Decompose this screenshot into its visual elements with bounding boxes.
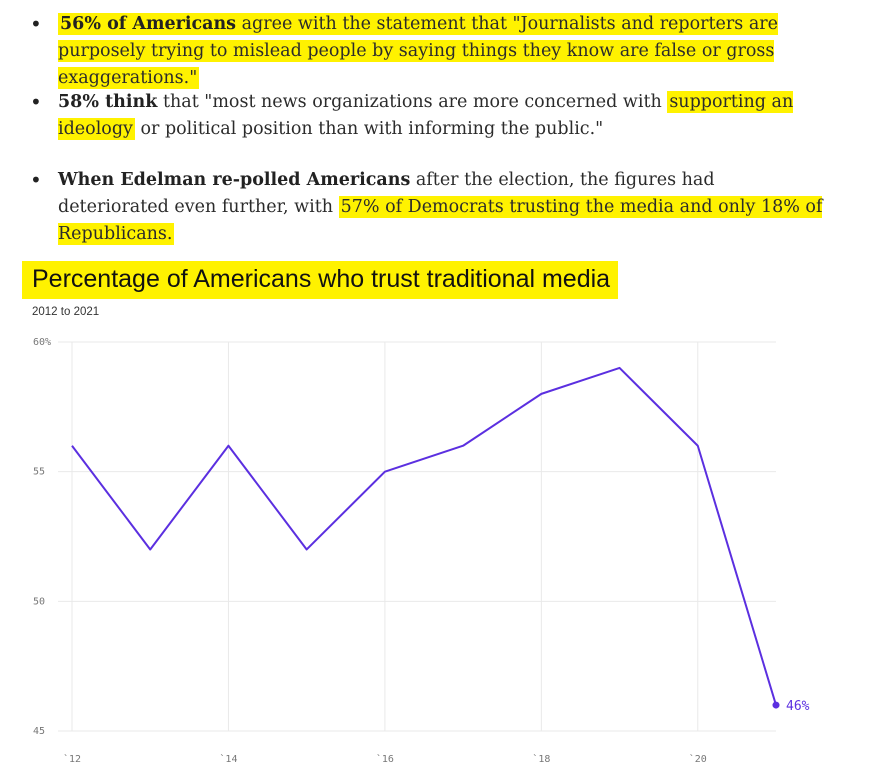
bullet-bold: When Edelman re-polled Americans bbox=[58, 170, 411, 190]
series-line bbox=[71, 366, 777, 706]
x-tick-label: `20 bbox=[689, 753, 707, 765]
x-tick-label: `16 bbox=[376, 753, 394, 765]
x-tick-label: `18 bbox=[532, 753, 550, 765]
y-tick-label: 55 bbox=[33, 467, 45, 478]
bullet-dot-icon: • bbox=[30, 168, 42, 192]
bullet-dot-icon: • bbox=[30, 12, 42, 36]
bullet-text: that "most news organizations are more c… bbox=[157, 92, 668, 112]
bullet-text: or political position than with informin… bbox=[134, 119, 604, 139]
bullet-dot-icon: • bbox=[30, 90, 42, 114]
chart-subtitle: 2012 to 2021 bbox=[32, 306, 100, 318]
y-tick-label: 50 bbox=[33, 596, 45, 607]
bullet-bold: 58% think bbox=[58, 92, 158, 112]
x-tick-label: `14 bbox=[219, 753, 237, 765]
bullet-text: after the election, the figures had dete… bbox=[58, 170, 715, 217]
bullet-text: agree with the statement that "Journalis… bbox=[58, 14, 778, 88]
chart-title: Percentage of Americans who trust tradit… bbox=[22, 261, 619, 299]
end-value-label: 46% bbox=[786, 699, 810, 714]
y-tick-label: 45 bbox=[33, 726, 45, 737]
line-chart: 45 50 55 60% `12 `14 `16 `18 `20 46% bbox=[33, 337, 810, 765]
y-tick-label: 60% bbox=[33, 337, 51, 348]
end-point bbox=[772, 701, 780, 709]
x-tick-label: `12 bbox=[63, 753, 81, 765]
bullet-bold: 56% of Americans bbox=[60, 14, 237, 34]
